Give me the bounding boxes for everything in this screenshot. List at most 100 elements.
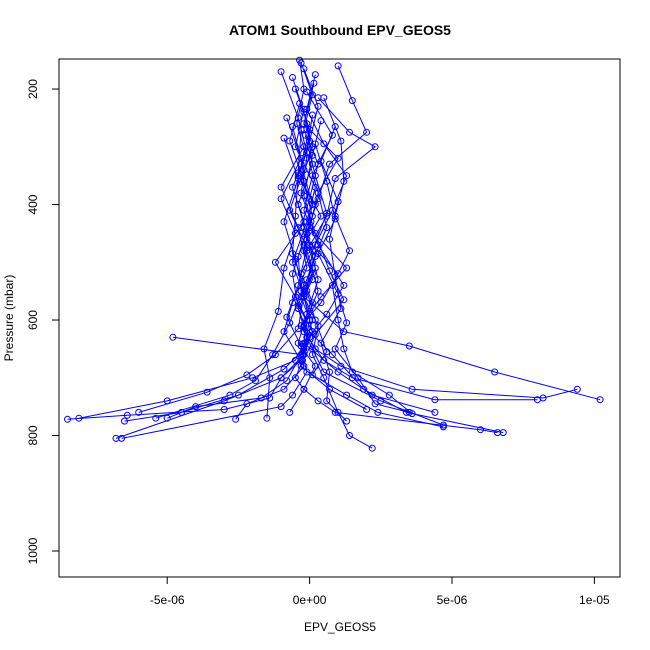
- data-point: [289, 74, 296, 81]
- y-tick-label: 400: [26, 194, 40, 214]
- data-point: [252, 377, 259, 385]
- data-point: [283, 313, 291, 321]
- data-point: [301, 131, 309, 139]
- data-point: [234, 391, 242, 399]
- data-point: [326, 385, 333, 393]
- series-line: [294, 60, 498, 434]
- data-point: [320, 140, 328, 148]
- series-24: [232, 143, 311, 423]
- data-point: [297, 154, 305, 162]
- data-point: [331, 215, 339, 223]
- data-point: [385, 391, 393, 399]
- x-tick-label: 0e+00: [293, 593, 327, 607]
- data-point: [340, 345, 348, 353]
- data-point: [289, 270, 296, 278]
- data-point: [573, 385, 581, 393]
- series-22: [135, 134, 308, 416]
- series-line: [155, 129, 305, 419]
- data-point: [314, 276, 322, 284]
- data-point: [311, 331, 319, 338]
- data-point: [289, 123, 296, 131]
- data-point: [323, 177, 331, 185]
- data-point: [232, 415, 240, 423]
- data-point: [203, 388, 211, 396]
- data-point: [297, 342, 305, 350]
- data-point: [326, 235, 333, 243]
- data-point: [286, 137, 294, 145]
- data-point: [163, 414, 171, 422]
- y-axis: 200 400 600 800 1000: [26, 79, 60, 564]
- x-tick-label: -5e-06: [150, 593, 185, 607]
- series-line: [323, 97, 413, 414]
- data-point: [308, 247, 316, 255]
- data-point: [277, 183, 285, 191]
- data-point: [226, 391, 234, 399]
- y-tick-label: 800: [26, 425, 40, 445]
- data-point: [291, 85, 299, 93]
- data-point: [363, 128, 371, 136]
- data-point: [274, 307, 282, 315]
- data-point: [308, 111, 316, 119]
- data-point: [311, 140, 319, 148]
- data-point: [317, 117, 325, 125]
- series-line: [303, 97, 504, 434]
- data-point: [354, 374, 362, 382]
- data-point: [340, 281, 348, 289]
- data-point: [311, 229, 319, 237]
- data-point: [286, 408, 294, 416]
- series-line: [235, 146, 308, 420]
- data-point: [271, 258, 279, 266]
- data-point: [294, 325, 302, 333]
- data-point: [334, 368, 342, 376]
- data-point: [337, 362, 345, 370]
- data-point: [277, 68, 285, 76]
- data-point: [291, 229, 299, 237]
- data-point: [343, 391, 351, 399]
- series-10: [300, 94, 507, 437]
- series-19: [152, 126, 308, 422]
- data-point: [277, 374, 285, 382]
- series-12: [163, 105, 319, 422]
- data-point: [257, 394, 265, 402]
- data-point: [328, 351, 336, 359]
- series-line: [303, 65, 601, 401]
- data-point: [289, 299, 296, 307]
- series-line: [303, 91, 436, 413]
- data-point: [303, 88, 311, 96]
- data-point: [300, 385, 308, 393]
- data-point: [300, 290, 308, 298]
- data-point: [291, 212, 299, 220]
- data-point: [294, 175, 302, 182]
- data-point: [283, 114, 291, 122]
- data-point: [308, 351, 316, 359]
- series-line: [304, 135, 444, 428]
- data-point: [308, 160, 316, 168]
- series-14: [260, 114, 305, 422]
- data-point: [477, 426, 484, 434]
- data-point: [374, 408, 382, 416]
- data-point: [300, 65, 308, 73]
- data-point: [331, 123, 339, 131]
- data-point: [491, 368, 499, 376]
- data-point: [294, 114, 302, 122]
- data-point: [169, 333, 177, 341]
- data-point: [300, 143, 308, 151]
- data-point: [308, 151, 316, 159]
- data-point: [308, 212, 316, 220]
- data-point: [306, 333, 314, 341]
- data-point: [346, 247, 353, 255]
- data-point: [346, 432, 353, 439]
- data-point: [331, 175, 339, 182]
- data-point: [343, 319, 351, 327]
- data-point: [348, 368, 356, 376]
- data-point: [326, 368, 333, 376]
- data-point: [331, 345, 339, 353]
- data-point: [323, 348, 331, 356]
- series-23: [311, 140, 413, 416]
- x-axis: -5e-06 0e+00 5e-06 1e-05: [150, 576, 610, 607]
- data-point: [121, 417, 128, 425]
- data-point: [263, 414, 271, 422]
- series-13: [300, 111, 376, 452]
- y-tick-label: 600: [26, 310, 40, 330]
- data-point: [334, 62, 342, 70]
